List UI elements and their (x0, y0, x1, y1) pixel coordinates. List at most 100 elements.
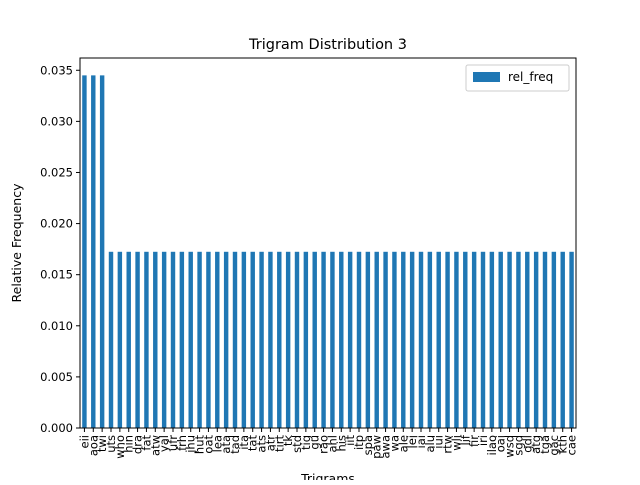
bar (153, 251, 158, 428)
bar (215, 251, 220, 428)
bar (525, 251, 530, 428)
bar (418, 251, 424, 428)
bar (507, 251, 512, 428)
x-tick-label: aoa (86, 435, 100, 456)
x-tick-label: his (334, 435, 348, 451)
bar (170, 251, 176, 428)
bar (179, 251, 185, 428)
x-tick-label: lea (210, 435, 224, 452)
x-tick-label: kth (556, 435, 570, 453)
bar (268, 251, 273, 428)
bar (569, 251, 574, 428)
x-tick-label: twi (95, 435, 109, 452)
y-tick-label: 0.030 (40, 114, 73, 128)
x-tick-label: tga (538, 435, 552, 454)
bar (126, 251, 131, 428)
bar (91, 75, 96, 428)
legend-label: rel_freq (508, 70, 553, 84)
x-tick-label: std (290, 435, 304, 453)
plot-frame (79, 57, 577, 429)
bar (356, 251, 362, 428)
bar (374, 251, 379, 428)
x-tick-label: cae (565, 435, 579, 455)
x-tick-label: wli (449, 435, 463, 451)
bar (285, 251, 291, 428)
bar (206, 251, 211, 428)
bar (277, 251, 282, 428)
bar (365, 251, 371, 428)
bar (427, 251, 433, 428)
x-tick-label: wa (387, 435, 401, 451)
x-tick-label: alu (423, 435, 437, 453)
bar (533, 251, 539, 428)
bar (303, 251, 309, 428)
x-tick-label: atw (148, 435, 162, 456)
x-tick-label: tig (299, 435, 313, 450)
bar (542, 251, 548, 428)
x-tick-label: rao (317, 435, 331, 454)
bar (409, 251, 415, 428)
bar (188, 251, 193, 428)
x-tick-label: awa (379, 435, 393, 459)
x-tick-label: ufr (166, 435, 180, 451)
bar (463, 251, 468, 428)
bar (436, 251, 441, 428)
y-axis-label: Relative Frequency (9, 183, 24, 303)
bar (401, 251, 406, 428)
x-tick-label: atg (529, 435, 543, 454)
x-tick-label: sgd (511, 435, 525, 456)
x-tick-label: oat (201, 435, 215, 454)
x-axis-ticks: eiiaoatwiutswhohindrafatatwyalufrfrhjhuh… (77, 428, 579, 459)
x-tick-label: ita (237, 435, 251, 450)
x-tick-label: lif (458, 434, 472, 445)
x-tick-label: tat (246, 435, 260, 452)
y-axis-ticks: 0.000 0.005 0.010 0.015 0.020 0.025 0.030 0.035 (40, 63, 80, 435)
bar (294, 251, 300, 428)
x-tick-label: ahl (325, 435, 339, 453)
bar (82, 75, 87, 428)
bar (489, 251, 495, 428)
x-tick-label: tirt (272, 435, 286, 452)
x-tick-label: uts (104, 435, 118, 453)
x-tick-label: gac (547, 435, 561, 456)
x-tick-label: ata (219, 435, 233, 454)
bar (454, 251, 459, 428)
x-tick-label: dra (131, 435, 145, 454)
bar (551, 251, 557, 428)
x-tick-label: atr (263, 435, 277, 452)
y-tick-label: 0.005 (40, 370, 73, 384)
legend-swatch (473, 72, 500, 82)
y-tick-label: 0.025 (40, 165, 73, 179)
legend-box (465, 64, 570, 92)
x-tick-label: itp (352, 435, 366, 450)
x-tick-label: gdl (520, 435, 534, 453)
bar (321, 251, 326, 428)
bar (241, 251, 247, 428)
x-tick-label: rtw (441, 435, 455, 454)
bar (161, 251, 167, 428)
x-axis-label: Trigrams (300, 471, 355, 480)
bar (223, 251, 229, 428)
bar (347, 251, 353, 428)
x-tick-label: oai (494, 435, 508, 452)
chart-title: Trigram Distribution 3 (248, 37, 407, 53)
bar (339, 251, 344, 428)
x-tick-label: fir (467, 435, 481, 447)
bar (135, 251, 140, 428)
bar (144, 251, 149, 428)
bar (445, 251, 450, 428)
bar (330, 251, 335, 428)
x-tick-label: gu (308, 435, 322, 450)
bar (480, 251, 486, 428)
x-tick-label: who (113, 435, 127, 459)
x-tick-label: iit (343, 435, 357, 446)
x-tick-label: iui (432, 435, 446, 449)
bar (108, 251, 114, 428)
x-tick-label: frh (175, 435, 189, 451)
y-tick-label: 0.035 (40, 63, 73, 77)
x-tick-label: iri (476, 435, 490, 446)
bar (250, 251, 255, 428)
bar (232, 251, 238, 428)
x-tick-label: yal (157, 435, 171, 452)
